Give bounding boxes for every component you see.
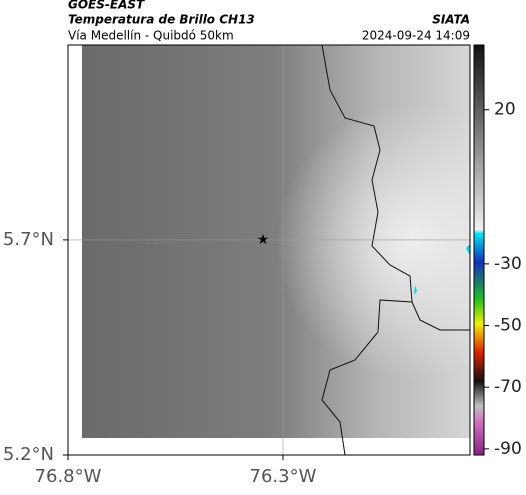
cold-cloud	[466, 244, 470, 256]
datetime: 2024-09-24 14:09	[362, 29, 470, 43]
colorbar-label: 20	[494, 100, 516, 120]
colorbar	[473, 44, 485, 456]
cold-cloud	[414, 285, 417, 295]
map-frame	[67, 44, 471, 456]
y-tick-label: 5.7°N	[3, 229, 54, 250]
border	[321, 299, 413, 456]
colorbar-label: -50	[494, 316, 522, 336]
colorbar-label: -90	[494, 439, 522, 459]
city-marker: ★	[257, 232, 270, 248]
source: GOES-EAST	[68, 0, 145, 12]
colorbar-label: -70	[494, 377, 522, 397]
x-tick-label: 76.3°W	[250, 466, 317, 487]
title: Temperatura de Brillo CH13	[68, 13, 255, 27]
colorbar-label: -30	[494, 254, 522, 274]
credit: SIATA	[432, 13, 470, 27]
x-tick-label: 76.8°W	[35, 466, 102, 487]
subtitle: Vía Medellín - Quibdó 50km	[68, 29, 234, 43]
border	[321, 44, 470, 331]
y-tick-label: 5.2°N	[3, 444, 54, 465]
bright-clouds	[82, 45, 470, 438]
